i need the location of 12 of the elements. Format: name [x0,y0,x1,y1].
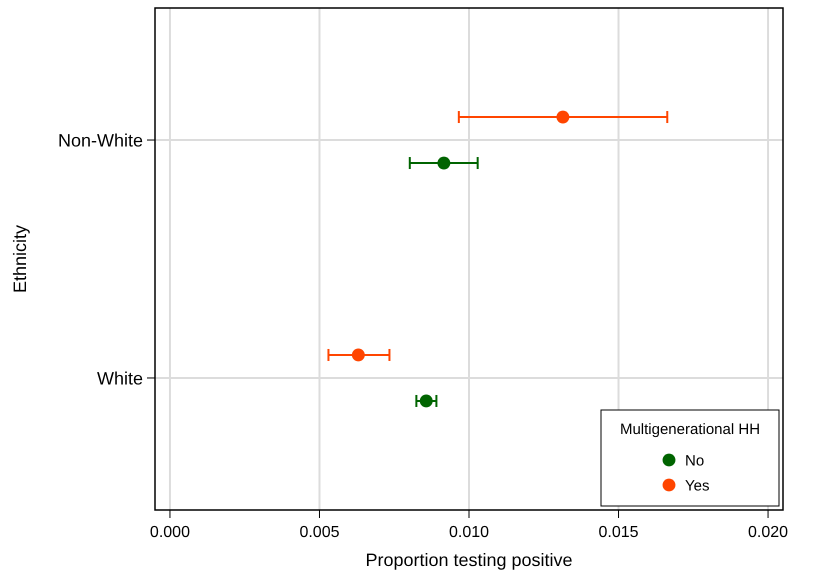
y-axis-title: Ethnicity [10,224,30,294]
x-tick-label: 0.015 [598,524,639,541]
x-tick-label: 0.005 [299,524,340,541]
x-tick-label: 0.000 [150,524,190,541]
legend-title: Multigenerational HH [620,421,760,438]
y-tick-label: White [96,368,143,388]
legend-label: No [685,452,704,470]
x-tick-label: 0.010 [448,524,490,541]
legend-label: Yes [685,477,710,494]
y-tick-label: Non-White [58,130,143,150]
x-tick-label: 0.020 [748,524,788,541]
x-axis-title: Proportion testing positive [365,550,573,570]
